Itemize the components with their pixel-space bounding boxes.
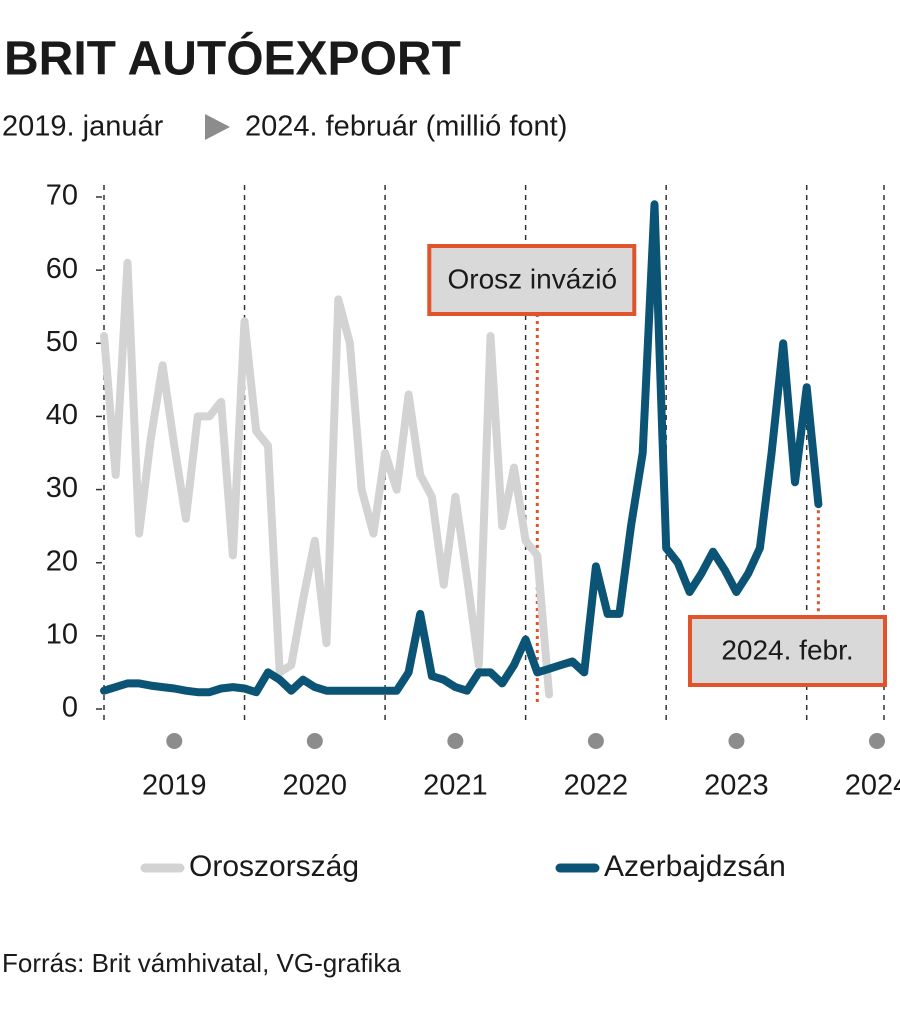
series-line: [100, 200, 823, 697]
arrow-icon: [205, 114, 230, 140]
x-tick-dot: [447, 733, 464, 749]
annotation-text: 2024. febr.: [721, 634, 853, 665]
y-tick-label: 40: [46, 399, 78, 431]
x-tick-label: 2021: [423, 770, 488, 802]
x-tick-label: 2023: [704, 770, 769, 802]
y-tick-label: 60: [46, 253, 78, 285]
x-tick-dot: [868, 733, 885, 749]
annotation-text: Orosz invázió: [447, 263, 617, 294]
x-tick-label: 2019: [142, 770, 207, 802]
x-tick-label: 2022: [564, 770, 629, 802]
x-tick-label: 2024: [845, 770, 900, 802]
subtitle-to: 2024. február (millió font): [245, 111, 567, 143]
chart-title: BRIT AUTÓEXPORT: [4, 31, 461, 86]
subtitle-from: 2019. január: [2, 111, 164, 143]
x-tick-dot: [166, 733, 183, 749]
y-tick-label: 50: [46, 326, 78, 358]
y-tick-label: 30: [46, 472, 78, 504]
series-line: [100, 258, 554, 699]
x-tick-dot: [587, 733, 604, 749]
x-tick-dot: [728, 733, 745, 749]
y-tick-label: 20: [46, 545, 78, 577]
legend-label: Oroszország: [189, 850, 359, 883]
annotation-box: [688, 615, 887, 687]
x-tick-dot: [306, 733, 323, 749]
y-tick-label: 10: [46, 619, 78, 651]
source: Forrás: Brit vámhivatal, VG-grafika: [2, 948, 401, 978]
x-tick-label: 2020: [283, 770, 348, 802]
y-tick-label: 70: [46, 180, 78, 212]
legend-label: Azerbajdzsán: [604, 850, 786, 883]
annotation-box: [427, 244, 637, 316]
y-tick-label: 0: [62, 692, 78, 724]
